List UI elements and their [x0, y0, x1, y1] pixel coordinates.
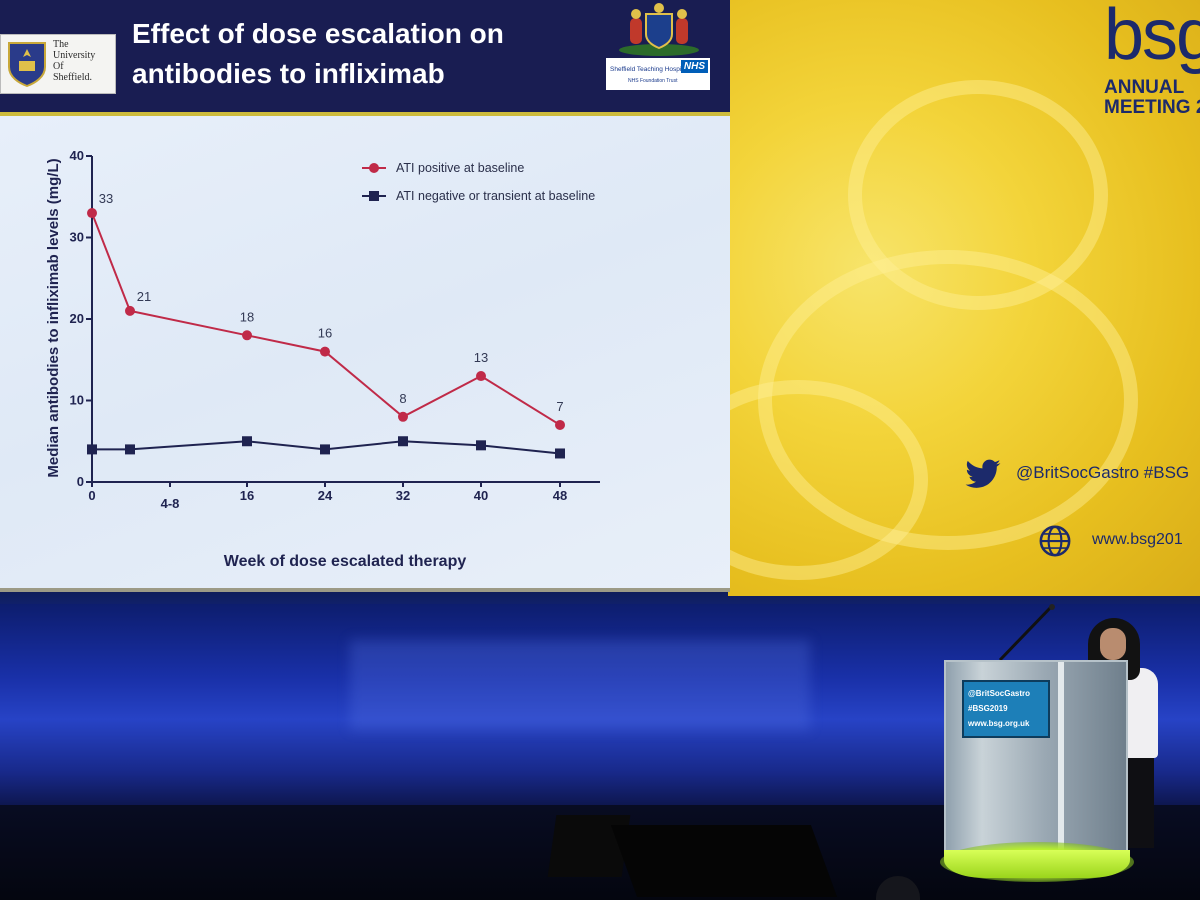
- university-name: The University Of Sheffield.: [53, 39, 96, 83]
- x-tick-label: 24: [318, 488, 333, 503]
- legend-label: ATI positive at baseline: [396, 161, 524, 175]
- twitter-icon: [965, 459, 1001, 488]
- data-point-ati-negative: [398, 436, 408, 447]
- slide-header: The University Of Sheffield. Effect of d…: [0, 0, 730, 116]
- stage-light: [350, 640, 810, 730]
- data-label: 8: [399, 391, 406, 406]
- lectern-base: [944, 850, 1130, 878]
- data-point-ati-negative: [320, 444, 330, 455]
- x-axis-label: Week of dose escalated therapy: [224, 553, 467, 570]
- chart-series: 33 21 18 16 8 13 7: [87, 191, 565, 459]
- data-point-ati-negative: [242, 436, 252, 447]
- data-point-ati-positive: [320, 346, 330, 357]
- nhs-badge: NHS: [680, 60, 708, 73]
- y-tick-label: 40: [70, 148, 84, 163]
- data-point-ati-negative: [476, 440, 486, 451]
- meeting-text: MEETING 2: [1104, 97, 1200, 118]
- nhs-trust-box: Sheffield Teaching Hospitals NHS NHS Fou…: [606, 58, 710, 90]
- nhs-crest-icon: [619, 3, 699, 56]
- presentation-slide: The University Of Sheffield. Effect of d…: [0, 0, 730, 592]
- legend-marker-circle: [369, 163, 379, 173]
- nhs-trust-logo: Sheffield Teaching Hospitals NHS NHS Fou…: [606, 0, 710, 92]
- lectern-divider: [1058, 662, 1064, 858]
- data-label: 7: [556, 399, 563, 414]
- conference-banner: bsg ANNUAL MEETING 2 @BritSocGastro #BSG…: [728, 0, 1200, 596]
- x-tick-label: 40: [474, 488, 488, 503]
- brain-swirl: [848, 80, 1108, 310]
- university-crest-icon: [8, 42, 46, 87]
- data-label: 18: [240, 309, 254, 324]
- x-tick-label: 0: [88, 488, 95, 503]
- data-point-ati-positive: [87, 208, 97, 219]
- nhs-trust-name: Sheffield Teaching Hospitals: [610, 66, 692, 73]
- nhs-subtitle: NHS Foundation Trust: [628, 78, 678, 84]
- annual-text: ANNUAL: [1104, 77, 1185, 98]
- presenter-legs: [1124, 756, 1154, 848]
- website-url: www.bsg201: [1092, 531, 1183, 548]
- y-tick-label: 30: [70, 230, 84, 245]
- data-point-ati-negative: [555, 448, 565, 459]
- data-point-ati-positive: [398, 411, 408, 422]
- data-point-ati-negative: [125, 444, 135, 455]
- lectern-twitter: @BritSocGastro: [968, 689, 1031, 698]
- twitter-handle: @BritSocGastro #BSG: [1016, 463, 1190, 482]
- bsg-logo: bsg: [1104, 0, 1200, 75]
- data-point-ati-positive: [555, 419, 565, 430]
- x-tick-label: 16: [240, 488, 254, 503]
- data-label: 13: [474, 350, 488, 365]
- data-point-ati-negative: [87, 444, 97, 455]
- x-tick-label: 48: [553, 488, 567, 503]
- stage-monitor: [610, 825, 838, 897]
- lectern: @BritSocGastro #BSG2019 www.bsg.org.uk: [944, 660, 1128, 860]
- bsg-annual-meeting: ANNUAL MEETING 2: [1104, 78, 1200, 118]
- data-point-ati-positive: [242, 330, 252, 341]
- legend-label: ATI negative or transient at baseline: [396, 189, 595, 203]
- y-tick-label: 10: [70, 393, 84, 408]
- data-label: 21: [137, 289, 151, 304]
- globe-icon: [1039, 525, 1071, 557]
- line-chart: 0 10 20 30 40 0 4-8 16 24 32 40 48 33 21 18 16 8 13 7 ATI…: [45, 148, 600, 570]
- data-point-ati-positive: [476, 371, 486, 382]
- y-tick-label: 0: [77, 474, 84, 489]
- legend-marker-square: [369, 191, 379, 201]
- university-logo: The University Of Sheffield.: [0, 34, 116, 94]
- x-tick-label: 32: [396, 488, 410, 503]
- data-label: 16: [318, 326, 332, 341]
- x-tick-label: 4-8: [161, 496, 180, 511]
- lectern-website: www.bsg.org.uk: [968, 719, 1030, 728]
- chart-axes: 0 10 20 30 40 0 4-8 16 24 32 40 48: [70, 148, 600, 511]
- slide-title: Effect of dose escalation on antibodies …: [132, 18, 504, 89]
- y-axis-label: Median antibodies to infliximab levels (…: [45, 158, 62, 477]
- data-point-ati-positive: [125, 305, 135, 316]
- lectern-screen: @BritSocGastro #BSG2019 www.bsg.org.uk: [962, 680, 1050, 738]
- series-line-ati-positive: [91, 212, 561, 426]
- y-tick-label: 20: [70, 311, 84, 326]
- microphone-icon: [998, 604, 1055, 662]
- data-label: 33: [99, 191, 113, 206]
- chart-legend: ATI positive at baseline ATI negative or …: [362, 161, 595, 203]
- presenter-face: [1100, 628, 1126, 660]
- lectern-hashtag: #BSG2019: [968, 704, 1008, 713]
